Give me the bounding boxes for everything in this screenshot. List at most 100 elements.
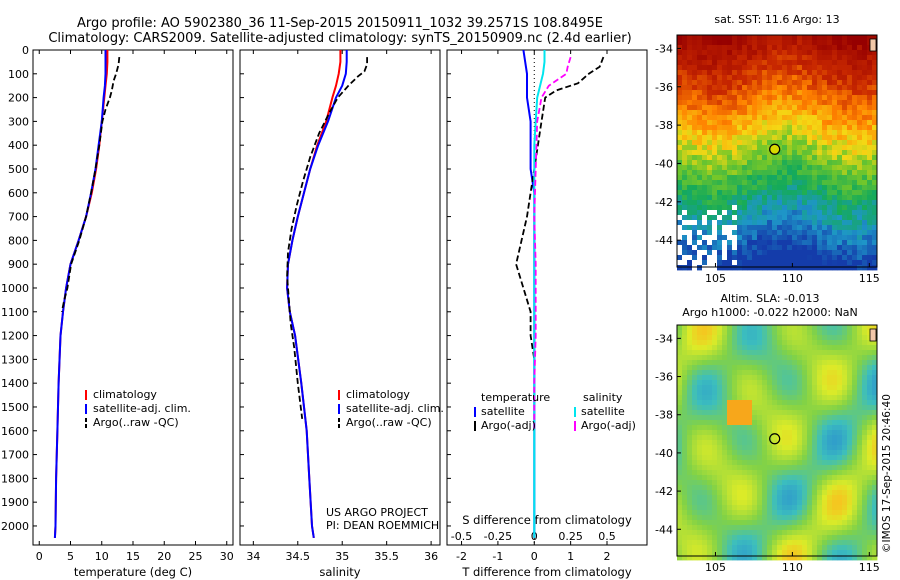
- map-cell: [762, 425, 768, 431]
- map-cell: [852, 80, 858, 86]
- map-cell: [812, 90, 818, 96]
- map-cell: [817, 355, 823, 361]
- map-cell: [832, 190, 838, 196]
- map-cell: [722, 420, 728, 426]
- map-cell: [727, 35, 733, 41]
- map-cell: [862, 435, 868, 441]
- map-cell: [692, 190, 698, 196]
- map-cell: [832, 110, 838, 116]
- map-cell: [707, 130, 713, 136]
- map-cell: [687, 260, 693, 266]
- map-cell: [767, 85, 773, 91]
- map-cell: [682, 495, 688, 501]
- map-cell: [787, 440, 793, 446]
- map-cell: [757, 445, 763, 451]
- map-cell: [797, 40, 803, 46]
- map-cell: [872, 195, 878, 201]
- map-cell: [797, 405, 803, 411]
- map-cell: [742, 250, 748, 256]
- map-cell: [717, 525, 723, 531]
- map-cell: [747, 40, 753, 46]
- map-cell: [807, 530, 813, 536]
- map-cell: [792, 45, 798, 51]
- map-cell: [812, 405, 818, 411]
- temperature-plot-frame: [32, 49, 234, 546]
- map-cell: [677, 85, 683, 91]
- map-cell: [737, 240, 743, 246]
- map-cell: [767, 550, 773, 556]
- map-cell: [782, 525, 788, 531]
- map-cell: [817, 520, 823, 526]
- map-cell: [832, 235, 838, 241]
- map-cell: [742, 460, 748, 466]
- map-cell: [707, 405, 713, 411]
- map-cell: [702, 340, 708, 346]
- map-cell: [727, 355, 733, 361]
- map-cell: [682, 60, 688, 66]
- map-cell: [762, 215, 768, 221]
- map-cell: [782, 475, 788, 481]
- map-cell: [857, 260, 863, 266]
- map-cell: [787, 120, 793, 126]
- map-cell: [807, 445, 813, 451]
- depth-tick-label: 800: [8, 234, 29, 247]
- map-cell: [737, 365, 743, 371]
- depth-tick-label: 1300: [1, 353, 29, 366]
- map-cell: [827, 465, 833, 471]
- map-cell: [812, 235, 818, 241]
- map-cell: [782, 405, 788, 411]
- map-cell: [817, 185, 823, 191]
- map-cell: [677, 410, 683, 416]
- map-cell: [847, 85, 853, 91]
- map-cell: [727, 510, 733, 516]
- map-cell: [862, 235, 868, 241]
- map-cell: [742, 450, 748, 456]
- map-cell: [742, 430, 748, 436]
- map-cell: [812, 520, 818, 526]
- map-cell: [717, 325, 723, 331]
- map-cell: [677, 350, 683, 356]
- map-cell: [807, 460, 813, 466]
- map-cell: [802, 245, 808, 251]
- map-cell: [777, 365, 783, 371]
- map-cell: [742, 265, 748, 271]
- map-cell: [842, 165, 848, 171]
- map-cell: [767, 240, 773, 246]
- map-cell: [782, 55, 788, 61]
- map-cell: [847, 445, 853, 451]
- map-cell: [867, 340, 873, 346]
- map-cell: [717, 370, 723, 376]
- map-cell: [702, 390, 708, 396]
- map-cell: [692, 545, 698, 551]
- map-cell: [762, 205, 768, 211]
- map-cell: [772, 365, 778, 371]
- map-cell: [742, 45, 748, 51]
- map-cell: [807, 145, 813, 151]
- map-cell: [872, 515, 878, 521]
- map-cell: [847, 540, 853, 546]
- map-cell: [727, 140, 733, 146]
- map-cell: [712, 430, 718, 436]
- x-tick-label: 2: [604, 550, 611, 563]
- map-cell: [832, 330, 838, 336]
- map-cell: [857, 485, 863, 491]
- map-cell: [812, 145, 818, 151]
- map-cell: [727, 550, 733, 556]
- map-cell: [772, 375, 778, 381]
- map-cell: [767, 360, 773, 366]
- map-cell: [802, 515, 808, 521]
- map-cell: [702, 205, 708, 211]
- map-cell: [852, 340, 858, 346]
- map-cell: [837, 330, 843, 336]
- map-cell: [792, 170, 798, 176]
- map-cell: [682, 455, 688, 461]
- map-cell: [802, 405, 808, 411]
- map-cell: [707, 205, 713, 211]
- map-cell: [777, 455, 783, 461]
- map-cell: [802, 385, 808, 391]
- map-cell: [777, 210, 783, 216]
- map-cell: [827, 190, 833, 196]
- map-cell: [827, 55, 833, 61]
- map-cell: [732, 255, 738, 261]
- map-cell: [837, 370, 843, 376]
